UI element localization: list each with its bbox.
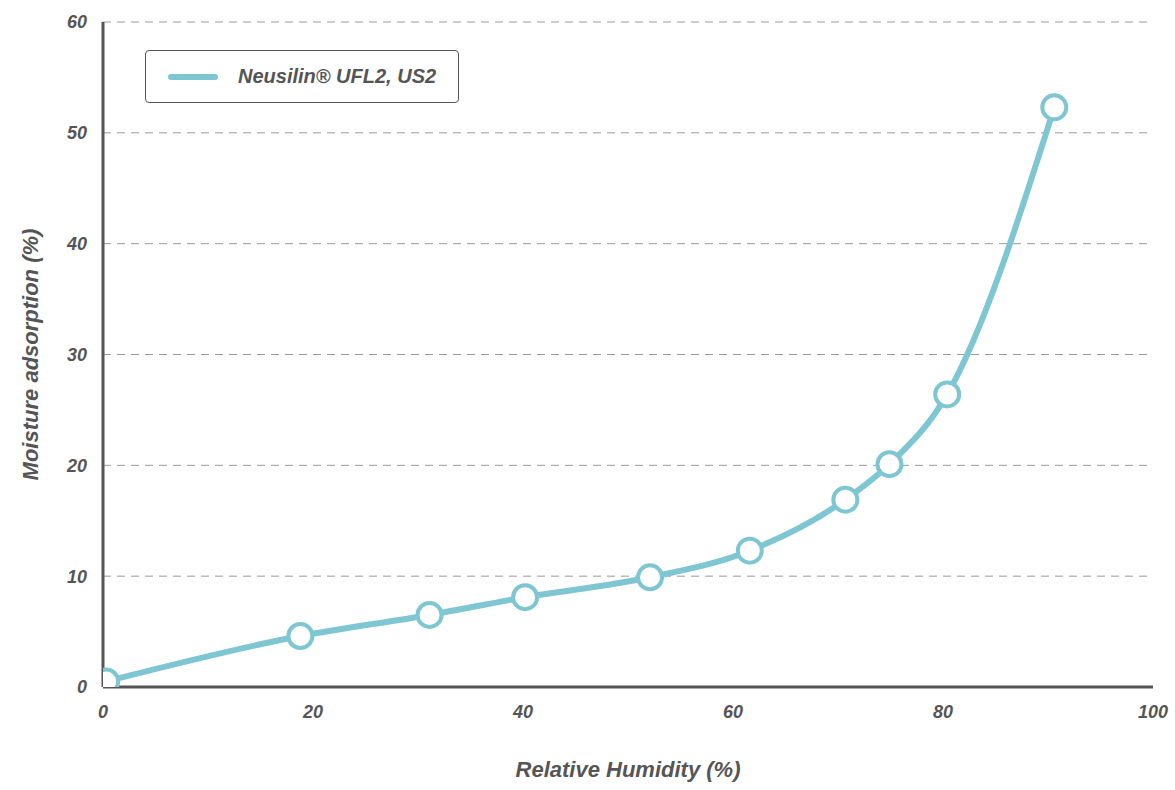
svg-text:60: 60 — [67, 12, 87, 32]
svg-text:30: 30 — [67, 345, 87, 365]
html-text:Neusilin® UFL2, US2: Neusilin® UFL2, US2 — [238, 65, 437, 87]
svg-text:60: 60 — [723, 702, 743, 722]
svg-text:Moisture adsorption (%): Moisture adsorption (%) — [18, 229, 43, 481]
svg-text:20: 20 — [66, 456, 87, 476]
svg-text:20: 20 — [302, 702, 323, 722]
svg-text:40: 40 — [512, 702, 533, 722]
svg-text:0: 0 — [77, 677, 87, 697]
svg-text:50: 50 — [67, 123, 87, 143]
svg-text:Relative Humidity (%): Relative Humidity (%) — [516, 757, 741, 782]
svg-text:100: 100 — [1138, 702, 1167, 722]
svg-text:80: 80 — [933, 702, 953, 722]
svg-text:40: 40 — [66, 234, 87, 254]
svg-text:10: 10 — [67, 567, 87, 587]
svg-text:0: 0 — [98, 702, 108, 722]
